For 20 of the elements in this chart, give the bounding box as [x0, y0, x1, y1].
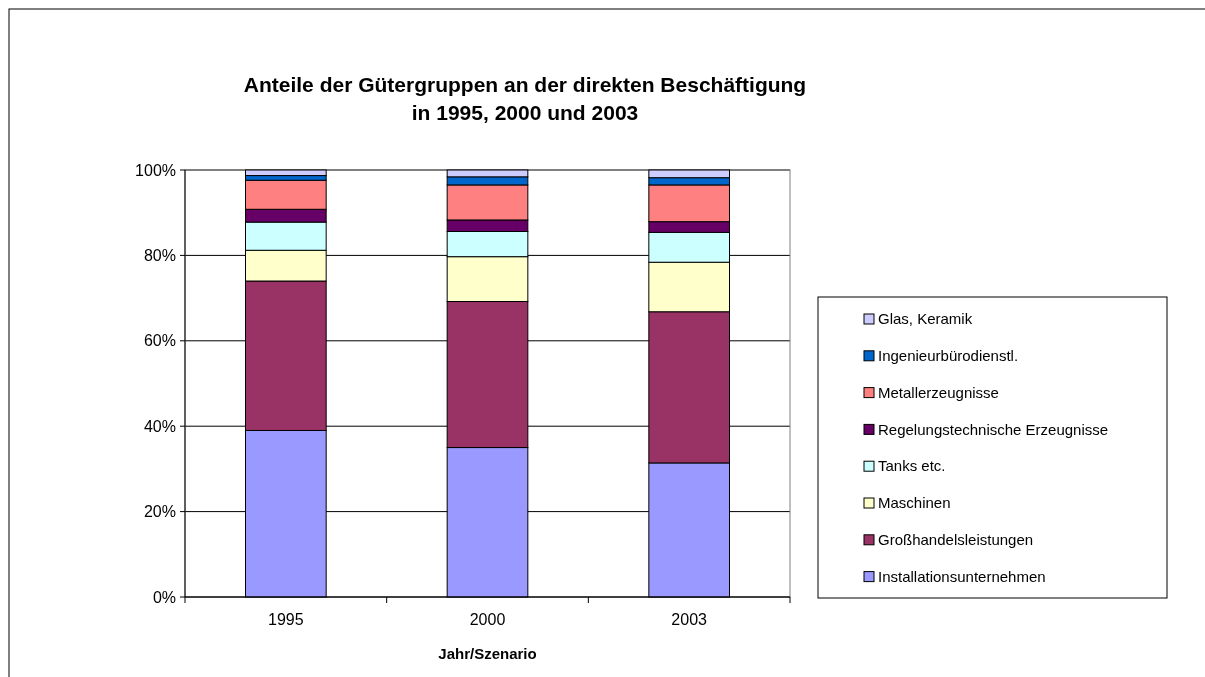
legend-label: Tanks etc. — [878, 457, 946, 475]
x-axis-title: Jahr/Szenario — [438, 645, 537, 662]
x-tick-label: 2003 — [671, 611, 708, 628]
legend-label: Großhandelsleistungen — [878, 531, 1034, 549]
legend-label: Metallerzeugnisse — [878, 383, 999, 401]
legend-label: Maschinen — [878, 494, 951, 512]
y-tick-label: 100% — [135, 161, 176, 179]
x-tick-label: 1995 — [268, 611, 304, 628]
y-tick-label: 20% — [143, 503, 176, 521]
y-tick-label: 60% — [143, 332, 176, 350]
chart-title: Anteile der Gütergruppen an der direkten Beschäftigung in 1995, 2000 und 2003 — [243, 73, 807, 124]
legend-label: Regelungstechnische Erzeugnisse — [878, 420, 1109, 438]
bar — [245, 169, 327, 177]
y-tick-label: 80% — [143, 247, 176, 264]
legend-label: Glas, Keramik — [878, 310, 973, 328]
y-tick-label: 40% — [143, 417, 176, 435]
x-tick-label: 2000 — [469, 611, 506, 628]
y-tick-label: 0% — [152, 588, 176, 606]
legend-label: Installationsunternehmen — [878, 567, 1046, 585]
legend-label: Ingenieurbürodienstl. — [878, 347, 1019, 365]
